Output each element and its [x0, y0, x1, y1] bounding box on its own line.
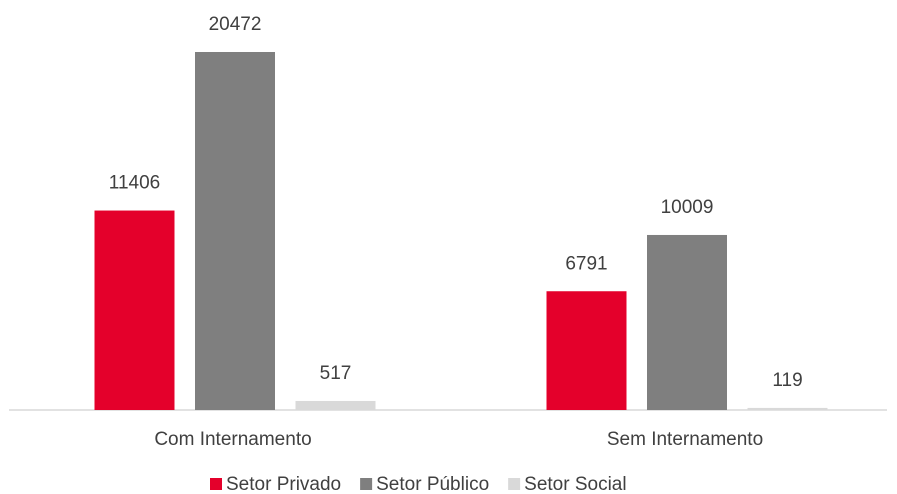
legend-swatch: [360, 478, 373, 490]
bar: [94, 210, 175, 410]
data-label: 517: [320, 363, 352, 384]
data-label: 11406: [109, 173, 160, 194]
data-label: 10009: [661, 197, 714, 218]
data-label: 6791: [565, 253, 607, 274]
x-tick-label: Sem Internamento: [607, 429, 763, 450]
bar: [195, 52, 275, 410]
bar: [647, 234, 727, 410]
x-tick-label: Com Internamento: [154, 429, 311, 450]
legend-swatch: [508, 478, 521, 490]
legend-label: Setor Social: [524, 474, 626, 494]
bar: [295, 400, 376, 410]
legend-swatch: [210, 478, 222, 490]
legend-label: Setor Privado: [226, 474, 341, 494]
bar: [747, 407, 828, 410]
data-label: 119: [772, 370, 802, 391]
data-label: 20472: [209, 14, 262, 35]
bar: [546, 291, 627, 410]
legend-label: Setor Público: [376, 474, 489, 494]
